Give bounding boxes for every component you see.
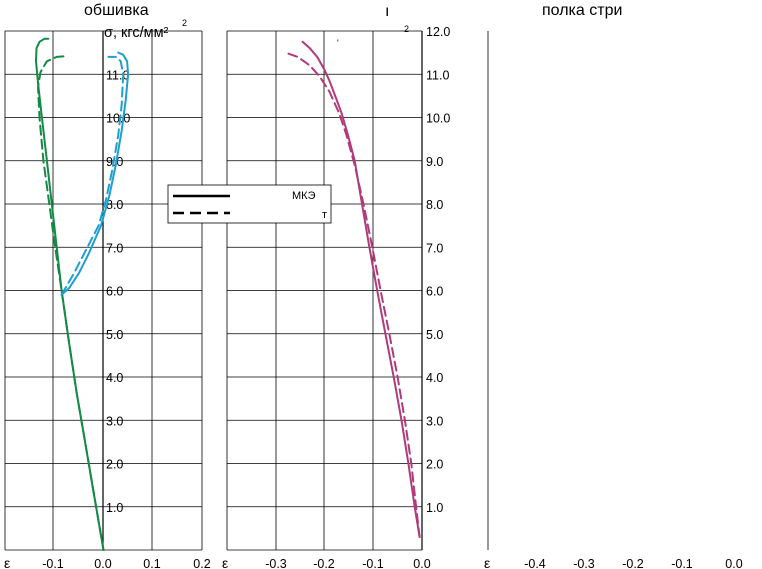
y-tick-label-1: 8.0	[106, 198, 123, 212]
panel3-title: полка стри	[542, 2, 622, 19]
x-tick-label-2: -0.2	[313, 557, 335, 569]
y-tick-label-2: 12.0	[426, 25, 450, 39]
legend-solid-label: МКЭ	[292, 190, 316, 202]
x-tick-label-3: -0.4	[524, 557, 546, 569]
panel2-title-fragment: ı	[385, 3, 389, 20]
x-tick-label-2: -0.1	[362, 557, 384, 569]
x-tick-label-2: 0.0	[413, 557, 430, 569]
y-tick-label-2: 5.0	[426, 328, 443, 342]
x-tick-label-3: -0.1	[671, 557, 693, 569]
legend-label-mask	[232, 186, 290, 222]
x-tick-label-1: 0.0	[94, 557, 111, 569]
y-tick-label-1: 3.0	[106, 414, 123, 428]
x-tick-label-1: 0.1	[143, 557, 160, 569]
x-tick-label-3: -0.3	[573, 557, 595, 569]
series-line-1-1	[35, 37, 105, 551]
panel1-title: обшивка	[84, 2, 149, 19]
y-tick-label-2: 9.0	[426, 155, 443, 169]
y-tick-label-2: 1.0	[426, 501, 443, 515]
series-line-1-3	[60, 51, 130, 296]
y-tick-label-1: 10.0	[106, 112, 130, 126]
y-tick-label-1: 5.0	[106, 328, 123, 342]
series-line-1-4	[60, 55, 125, 296]
series-line-2-2	[284, 51, 421, 538]
x-axis-label-2: ε	[222, 555, 228, 569]
series-line-1-2	[37, 55, 105, 551]
y-tick-label-2: 2.0	[426, 458, 443, 472]
y-tick-label-2: 11.0	[426, 68, 449, 82]
y-tick-label-2: 10.0	[426, 112, 450, 126]
y-tick-label-1: 6.0	[106, 285, 123, 299]
series-line-2-1	[301, 40, 421, 538]
y-tick-label-1: 2.0	[106, 458, 123, 472]
legend-dashed-label: т	[322, 209, 327, 221]
y-tick-label-2: 3.0	[426, 414, 443, 428]
y-tick-label-2: 4.0	[426, 371, 443, 385]
x-axis-label-1: ε	[4, 555, 10, 569]
y-tick-label-2: 8.0	[426, 198, 443, 212]
x-tick-label-3: 0.0	[725, 557, 742, 569]
y-tick-label-1: 1.0	[106, 501, 123, 515]
panel2-tick-mark: '	[337, 38, 339, 48]
y-tick-label-2: 7.0	[426, 241, 443, 255]
y-tick-label-1: 11.0	[106, 68, 129, 82]
y-tick-label-1: 7.0	[106, 241, 123, 255]
panel1-y-unit-superscript: 2	[182, 18, 187, 28]
x-axis-label-3: ε	[484, 555, 490, 569]
x-tick-label-2: -0.3	[265, 557, 287, 569]
y-tick-label-1: 4.0	[106, 371, 123, 385]
panel1-y-axis-label: σ, кгс/мм²	[104, 25, 169, 41]
panel2-title-superscript: 2	[404, 24, 409, 34]
x-tick-label-3: -0.2	[622, 557, 644, 569]
x-tick-label-1: -0.1	[42, 557, 64, 569]
y-tick-label-2: 6.0	[426, 285, 443, 299]
x-tick-label-1: 0.2	[193, 557, 210, 569]
